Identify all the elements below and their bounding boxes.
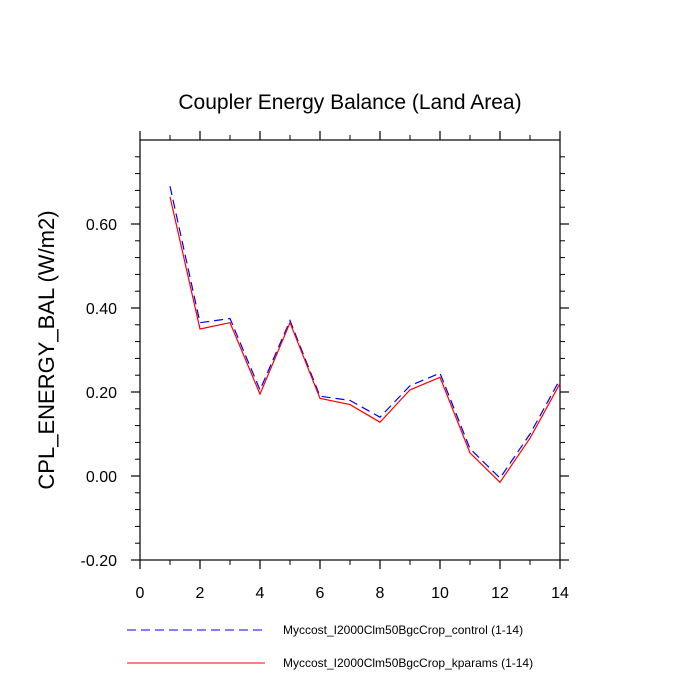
- x-tick-label: 8: [376, 585, 385, 602]
- x-tick-label: 4: [256, 585, 265, 602]
- legend-label-1: Myccost_I2000Clm50BgcCrop_control (1-14): [283, 623, 523, 637]
- y-tick-label: 0.20: [86, 385, 117, 402]
- y-axis-label: CPL_ENERGY_BAL (W/m2): [34, 210, 59, 489]
- series-lines: [169, 186, 561, 484]
- legend-label-2: Myccost_I2000Clm50BgcCrop_kparams (1-14): [283, 656, 533, 670]
- x-tick-label: 0: [136, 585, 145, 602]
- series-line-1: [169, 186, 561, 480]
- x-tick-label: 6: [316, 585, 325, 602]
- y-tick-label: -0.20: [81, 553, 118, 570]
- y-tick-label: 0.00: [86, 469, 117, 486]
- y-tick-label: 0.40: [86, 301, 117, 318]
- chart-title: Coupler Energy Balance (Land Area): [178, 91, 521, 114]
- plot-frame: [139, 139, 561, 561]
- x-tick-label: 10: [431, 585, 449, 602]
- x-tick-label: 2: [196, 585, 205, 602]
- legend: Myccost_I2000Clm50BgcCrop_control (1-14)…: [127, 623, 533, 670]
- series-line-2: [169, 196, 561, 484]
- x-tick-label: 12: [491, 585, 509, 602]
- y-tick-label: 0.60: [86, 217, 117, 234]
- axis-ticks: 0 2 4 6 8 10 12 14 -0.20 0.00 0.20 0.40 0.60: [81, 131, 569, 602]
- x-tick-label: 14: [551, 585, 569, 602]
